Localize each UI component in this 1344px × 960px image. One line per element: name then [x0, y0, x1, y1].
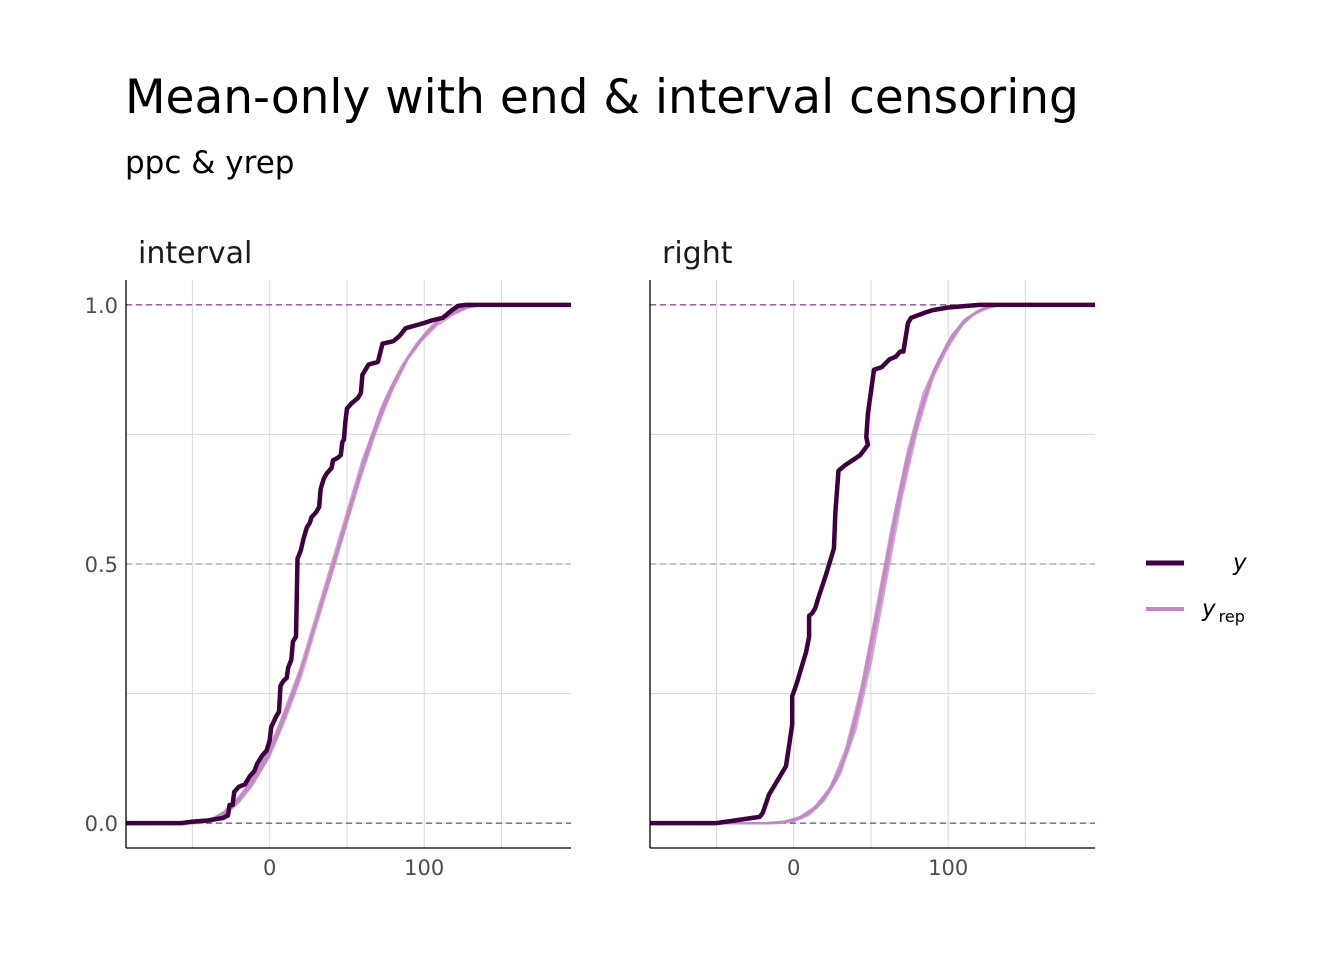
y-tick-label: 0.0: [85, 812, 118, 836]
panels-group: interval 0 100 0.0 0.5 1.0 right 0 100: [85, 236, 1096, 880]
x-tick-label: 0: [263, 856, 276, 880]
panel-label-right: right: [662, 236, 733, 271]
y-tick-label: 1.0: [85, 294, 118, 318]
legend-subscript: rep: [1219, 607, 1245, 626]
y-line-right: [650, 302, 1095, 826]
y-line-interval: [126, 302, 571, 826]
panel-interval: interval 0 100 0.0 0.5 1.0: [85, 236, 572, 880]
yrep-line-right: [650, 303, 1096, 825]
y-tick-label: 0.5: [85, 553, 118, 577]
legend-label-y: y: [1232, 550, 1247, 576]
chart-subtitle: ppc & yrep: [125, 145, 295, 181]
panel-right: right 0 100: [649, 236, 1096, 880]
chart-title: Mean-only with end & interval censoring: [125, 70, 1079, 125]
x-tick-label: 0: [787, 856, 800, 880]
panel-label-interval: interval: [138, 236, 252, 271]
x-tick-label: 100: [928, 856, 968, 880]
x-tick-label: 100: [404, 856, 444, 880]
legend-label-yrep: y rep: [1201, 596, 1245, 626]
legend: y y rep: [1146, 550, 1247, 626]
